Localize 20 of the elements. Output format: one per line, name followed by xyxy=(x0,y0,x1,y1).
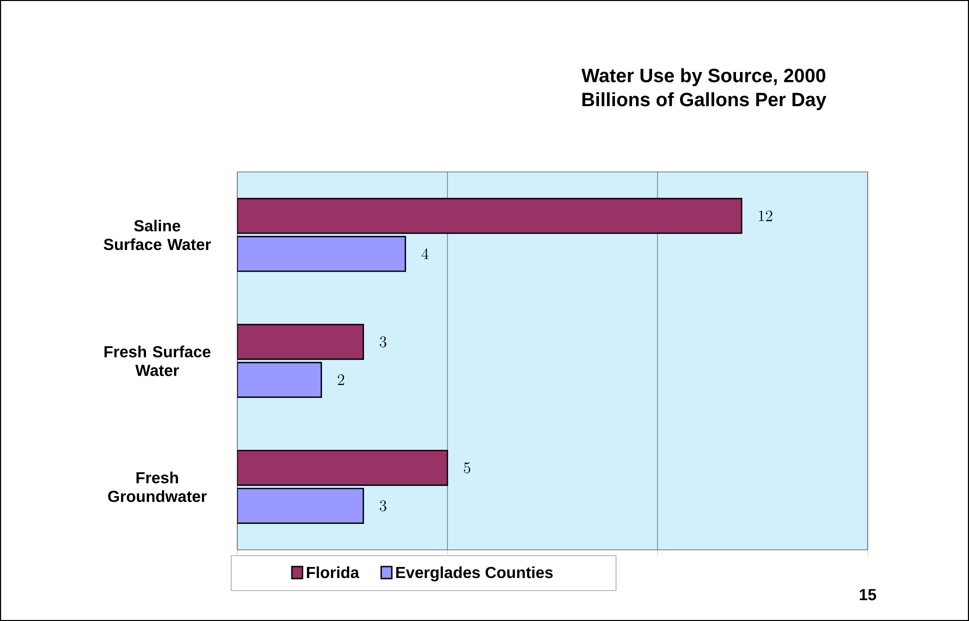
legend-label: Everglades Counties xyxy=(396,566,553,582)
data-label: 3 xyxy=(380,336,386,348)
bar xyxy=(237,488,364,524)
data-label: 2 xyxy=(338,374,344,385)
y-tick-label: Saline Surface Water xyxy=(104,220,211,250)
data-label: 5 xyxy=(464,462,470,474)
data-label: 4 xyxy=(422,248,429,260)
bar xyxy=(237,198,742,234)
legend-label: Florida xyxy=(306,566,360,578)
data-label: 12 xyxy=(758,210,772,222)
chart-subtitle: Billions of Gallons Per Day xyxy=(582,92,826,110)
bar xyxy=(237,236,406,272)
bar xyxy=(237,324,364,360)
data-label: 3 xyxy=(380,500,386,512)
bar xyxy=(237,450,448,486)
x-tick-label: 15 xyxy=(860,589,876,600)
y-tick-label: Fresh Surface Water xyxy=(104,346,210,376)
bar xyxy=(237,362,322,398)
chart-title: Water Use by Source, 2000 xyxy=(581,68,826,86)
y-tick-label: Fresh Groundwater xyxy=(108,472,207,502)
